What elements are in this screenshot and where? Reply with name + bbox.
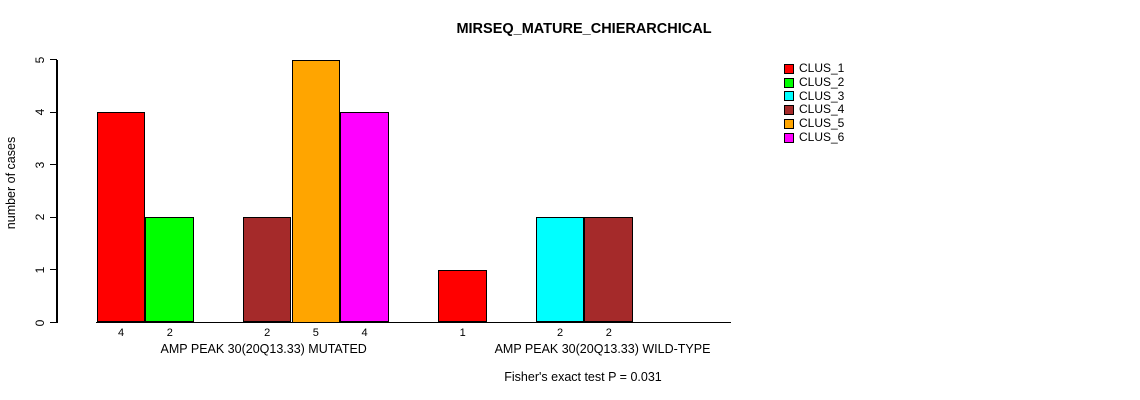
y-axis-tick bbox=[50, 58, 57, 61]
y-axis-tick-label: 4 bbox=[33, 108, 47, 116]
y-axis-tick bbox=[50, 269, 57, 271]
y-axis-tick-label: 3 bbox=[33, 161, 47, 169]
legend-entry-clus_3: CLUS_3 bbox=[784, 88, 845, 104]
legend-entry-clus_1: CLUS_1 bbox=[784, 61, 845, 76]
legend-swatch-icon bbox=[784, 91, 794, 102]
legend-label: CLUS_2 bbox=[799, 74, 845, 89]
bar-value-label: 2 bbox=[556, 326, 564, 339]
legend-entry-clus_5: CLUS_5 bbox=[784, 116, 845, 131]
y-axis-tick-label: 2 bbox=[33, 213, 47, 221]
y-axis-tick bbox=[50, 216, 57, 218]
bar-clus_1-mutated bbox=[96, 112, 146, 323]
legend-swatch-icon bbox=[784, 119, 794, 130]
bar-value-label: 4 bbox=[361, 326, 368, 339]
bar-value-label: 2 bbox=[264, 326, 271, 339]
legend: CLUS_1 CLUS_2 CLUS_3 CLUS_4 CLUS_5 CLUS_6 bbox=[784, 61, 845, 145]
legend-entry-clus_4: CLUS_4 bbox=[784, 103, 844, 117]
y-axis-tick-label: 5 bbox=[33, 56, 47, 63]
bar-value-label: 2 bbox=[605, 326, 612, 339]
bar-clus_4-wild-type bbox=[584, 217, 634, 323]
legend-label: CLUS_5 bbox=[799, 116, 845, 131]
x-group-label-wild-type: AMP PEAK 30(20Q13.33) WILD-TYPE bbox=[494, 342, 711, 356]
bar-clus_6-mutated bbox=[340, 112, 389, 323]
legend-swatch-icon bbox=[784, 132, 794, 143]
bar-clus_3-wild-type bbox=[535, 217, 585, 323]
y-axis-tick-label: 1 bbox=[33, 266, 47, 274]
y-axis-tick bbox=[50, 111, 57, 113]
legend-swatch-icon bbox=[784, 77, 794, 88]
legend-label: CLUS_3 bbox=[799, 88, 845, 103]
bar-clus_5-mutated bbox=[291, 59, 341, 323]
legend-label: CLUS_1 bbox=[799, 61, 845, 75]
fisher-test-annotation: Fisher's exact test P = 0.031 bbox=[504, 370, 662, 384]
chart-title: MIRSEQ_MATURE_CHIERARCHICAL bbox=[456, 21, 712, 37]
legend-entry-clus_2: CLUS_2 bbox=[784, 74, 845, 90]
bar-value-label: 4 bbox=[117, 326, 125, 339]
bar-clus_2-mutated bbox=[145, 217, 195, 323]
legend-swatch-icon bbox=[784, 105, 794, 116]
y-axis-tick bbox=[50, 321, 57, 324]
y-axis-tick-label: 0 bbox=[33, 319, 47, 326]
bar-value-label: 5 bbox=[312, 326, 319, 339]
y-axis-line bbox=[56, 59, 58, 324]
bar-value-label: 2 bbox=[166, 326, 173, 339]
legend-swatch-icon bbox=[784, 63, 794, 74]
bar-clus_1-wild-type bbox=[438, 269, 487, 323]
bar-clus_4-mutated bbox=[242, 217, 292, 323]
legend-label: CLUS_4 bbox=[799, 102, 845, 117]
legend-label: CLUS_6 bbox=[799, 129, 845, 144]
legend-entry-clus_6: CLUS_6 bbox=[784, 129, 845, 145]
x-axis-line bbox=[96, 321, 731, 324]
bar-value-label: 1 bbox=[459, 326, 466, 339]
y-axis-tick bbox=[50, 164, 57, 166]
x-group-label-mutated: AMP PEAK 30(20Q13.33) MUTATED bbox=[160, 342, 367, 356]
